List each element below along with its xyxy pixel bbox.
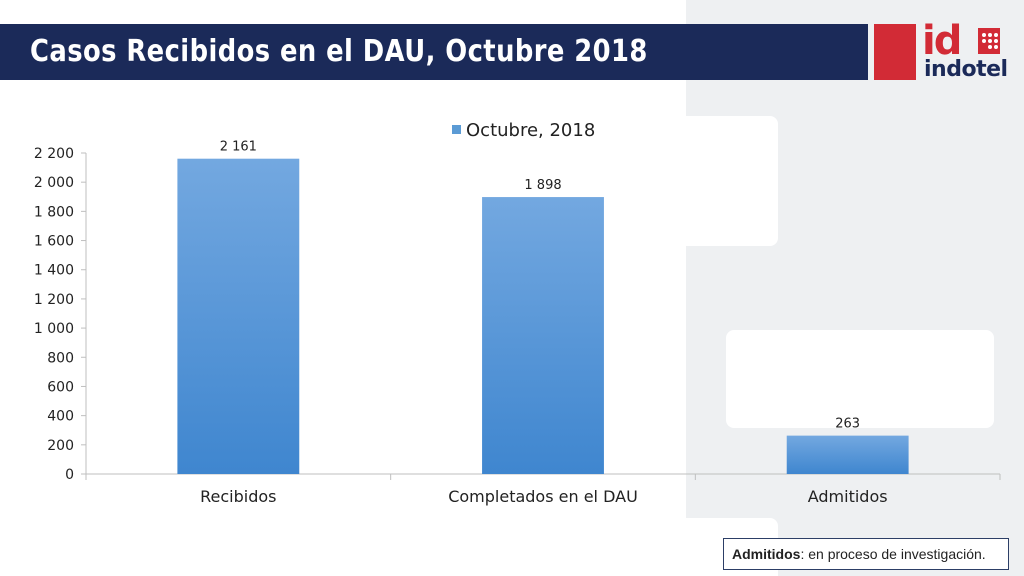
- data-label: 263: [835, 417, 860, 432]
- x-tick-label: Admitidos: [808, 487, 888, 506]
- y-tick-label: 1 600: [34, 234, 74, 250]
- background-card: [726, 330, 994, 428]
- y-tick-label: 1 800: [34, 204, 74, 220]
- y-tick-label: 2 000: [34, 175, 74, 191]
- legend-swatch: [452, 125, 461, 134]
- y-tick-label: 400: [47, 409, 74, 425]
- background-panel: [686, 0, 1024, 576]
- y-tick-label: 200: [47, 438, 74, 454]
- bar: [482, 197, 604, 474]
- y-tick-label: 1 400: [34, 263, 74, 279]
- y-tick-label: 600: [47, 379, 74, 395]
- y-tick-label: 800: [47, 350, 74, 366]
- y-tick-label: 1 200: [34, 292, 74, 308]
- y-tick-label: 1 000: [34, 321, 74, 337]
- slide-title: Casos Recibidos en el DAU, Octubre 2018: [30, 34, 648, 69]
- legend-label: Octubre, 2018: [466, 120, 595, 141]
- logo-brand: indotel: [924, 57, 1008, 82]
- data-label: 2 161: [220, 140, 257, 155]
- x-tick-label: Recibidos: [200, 487, 276, 506]
- footnote-text: : en proceso de investigación.: [800, 546, 986, 562]
- y-tick-label: 2 200: [34, 146, 74, 162]
- bar: [177, 158, 300, 474]
- logo-grid-icon: [978, 28, 1000, 54]
- data-label: 1 898: [524, 178, 561, 193]
- title-bar: Casos Recibidos en el DAU, Octubre 2018: [0, 24, 868, 80]
- bar-chart: 0 200 400 600 800 1 000 1 200 1 400 1 600 1 800 2 …: [34, 120, 1001, 506]
- background-card: [686, 116, 778, 246]
- bar: [786, 435, 909, 474]
- indotel-logo: id indotel: [874, 18, 1008, 82]
- y-tick-label: 0: [65, 467, 74, 483]
- footnote-term: Admitidos: [732, 546, 801, 562]
- x-tick-label: Completados en el DAU: [448, 487, 638, 506]
- footnote-box: Admitidos: en proceso de investigación.: [723, 538, 1009, 570]
- logo-red-square: [874, 24, 916, 80]
- logo-mark: id: [922, 18, 962, 64]
